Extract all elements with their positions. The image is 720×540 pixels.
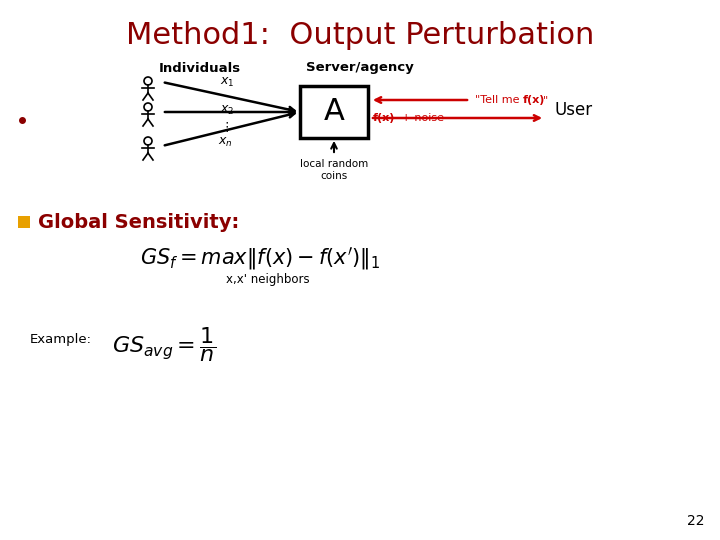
Bar [18,216,30,228]
Text: $x_n$: $x_n$ [218,136,233,148]
Text: $x_2$: $x_2$ [220,104,234,117]
Text: ": " [543,95,548,105]
Text: x,x' neighbors: x,x' neighbors [226,273,310,286]
Text: A: A [323,98,344,126]
Bar [300,86,368,138]
Text: $GS_f = max\|f(x) - f(x^\prime)\|_1$: $GS_f = max\|f(x) - f(x^\prime)\|_1$ [140,246,380,273]
Text: Server/agency: Server/agency [306,62,414,75]
Text: + noise: + noise [398,113,444,123]
Text: Example:: Example: [30,334,92,347]
Text: Method1:  Output Perturbation: Method1: Output Perturbation [126,21,594,50]
Text: $GS_{avg} = \dfrac{1}{n}$: $GS_{avg} = \dfrac{1}{n}$ [112,326,216,365]
Text: Global Sensitivity:: Global Sensitivity: [38,213,239,232]
Text: f(x): f(x) [373,113,395,123]
Text: User: User [555,101,593,119]
Text: local random
coins: local random coins [300,159,368,180]
Text: 22: 22 [688,514,705,528]
Text: $\vdots$: $\vdots$ [220,120,229,134]
Text: $x_1$: $x_1$ [220,76,235,89]
Text: Individuals: Individuals [159,62,241,75]
Text: "Tell me: "Tell me [475,95,523,105]
Text: f(x): f(x) [523,95,545,105]
